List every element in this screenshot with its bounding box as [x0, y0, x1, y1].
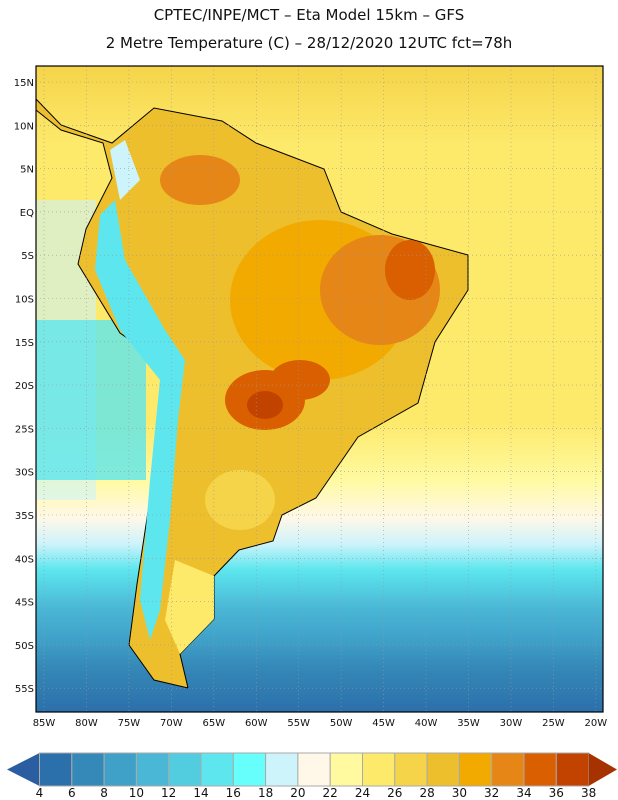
colorbar-swatch	[362, 752, 396, 787]
lat-label: 5N	[20, 165, 34, 176]
colorbar-swatch	[135, 752, 170, 787]
lat-label: 10N	[14, 121, 34, 132]
colorbar-swatch	[329, 752, 364, 787]
lon-label: 60W	[245, 718, 268, 729]
colorbar-label: 16	[226, 786, 241, 800]
colorbar-swatch	[103, 752, 137, 787]
lon-label: 40W	[415, 718, 438, 729]
title-line-2: 2 Metre Temperature (C) – 28/12/2020 12U…	[105, 34, 513, 52]
colorbar-label: 14	[193, 786, 208, 800]
lat-label: 50S	[15, 641, 34, 652]
colorbar-label: 26	[387, 786, 402, 800]
colorbar-label: 12	[161, 786, 176, 800]
lon-label: 70W	[160, 718, 183, 729]
lon-label: 45W	[372, 718, 395, 729]
colorbar-label: 34	[516, 786, 531, 800]
colorbar-over-arrow	[588, 753, 617, 786]
colorbar-swatch	[39, 752, 73, 787]
colorbar-swatch	[491, 752, 525, 787]
lon-label: 65W	[202, 718, 225, 729]
colorbar-label: 18	[258, 786, 273, 800]
colorbar-swatch	[168, 752, 202, 787]
lon-label: 20W	[585, 718, 608, 729]
colorbar-swatch	[523, 752, 557, 787]
graticule	[36, 66, 603, 712]
lat-label: 30S	[15, 468, 34, 479]
colorbar: 4 6 8 10 12 14 16 18 20 22 24 26 28 30 32 34 36 38	[7, 752, 617, 800]
colorbar-label: 24	[355, 786, 370, 800]
lat-label: 25S	[15, 424, 34, 435]
lon-label: 50W	[330, 718, 353, 729]
colorbar-label: 4	[36, 786, 44, 800]
colorbar-swatch	[71, 752, 105, 787]
colorbar-label: 28	[419, 786, 434, 800]
lon-label: 25W	[542, 718, 565, 729]
lon-label: 80W	[75, 718, 98, 729]
lat-label: 10S	[15, 295, 34, 306]
colorbar-swatch	[297, 752, 331, 787]
lat-label: 15N	[14, 78, 34, 89]
colorbar-label: 6	[68, 786, 76, 800]
lat-label: 40S	[15, 554, 34, 565]
colorbar-label: 38	[581, 786, 596, 800]
colorbar-swatch	[232, 752, 267, 787]
colorbar-swatch	[555, 752, 590, 787]
lat-label: EQ	[20, 208, 34, 219]
colorbar-label: 30	[452, 786, 467, 800]
colorbar-label: 20	[290, 786, 305, 800]
map-frame	[35, 65, 604, 713]
lon-label: 30W	[500, 718, 523, 729]
colorbar-label: 36	[549, 786, 564, 800]
colorbar-label: 10	[129, 786, 144, 800]
colorbar-under-arrow	[7, 753, 40, 786]
lat-label: 45S	[15, 598, 34, 609]
lon-label: 35W	[457, 718, 480, 729]
lat-label: 20S	[15, 381, 34, 392]
colorbar-label: 32	[484, 786, 499, 800]
colorbar-swatch	[265, 752, 299, 787]
lat-label: 55S	[15, 684, 34, 695]
lat-label: 35S	[15, 511, 34, 522]
colorbar-label: 8	[100, 786, 108, 800]
colorbar-swatch	[426, 752, 460, 787]
colorbar-swatch	[394, 752, 428, 787]
lon-label: 75W	[118, 718, 141, 729]
lat-label: 5S	[21, 251, 34, 262]
colorbar-label: 22	[323, 786, 338, 800]
lon-label: 55W	[287, 718, 310, 729]
lat-label: 15S	[15, 338, 34, 349]
andes-cool-strip	[95, 200, 185, 640]
colorbar-swatch	[200, 752, 234, 787]
title-line-1: CPTEC/INPE/MCT – Eta Model 15km – GFS	[153, 6, 465, 24]
colorbar-swatch	[458, 752, 493, 787]
lon-label: 85W	[33, 718, 56, 729]
